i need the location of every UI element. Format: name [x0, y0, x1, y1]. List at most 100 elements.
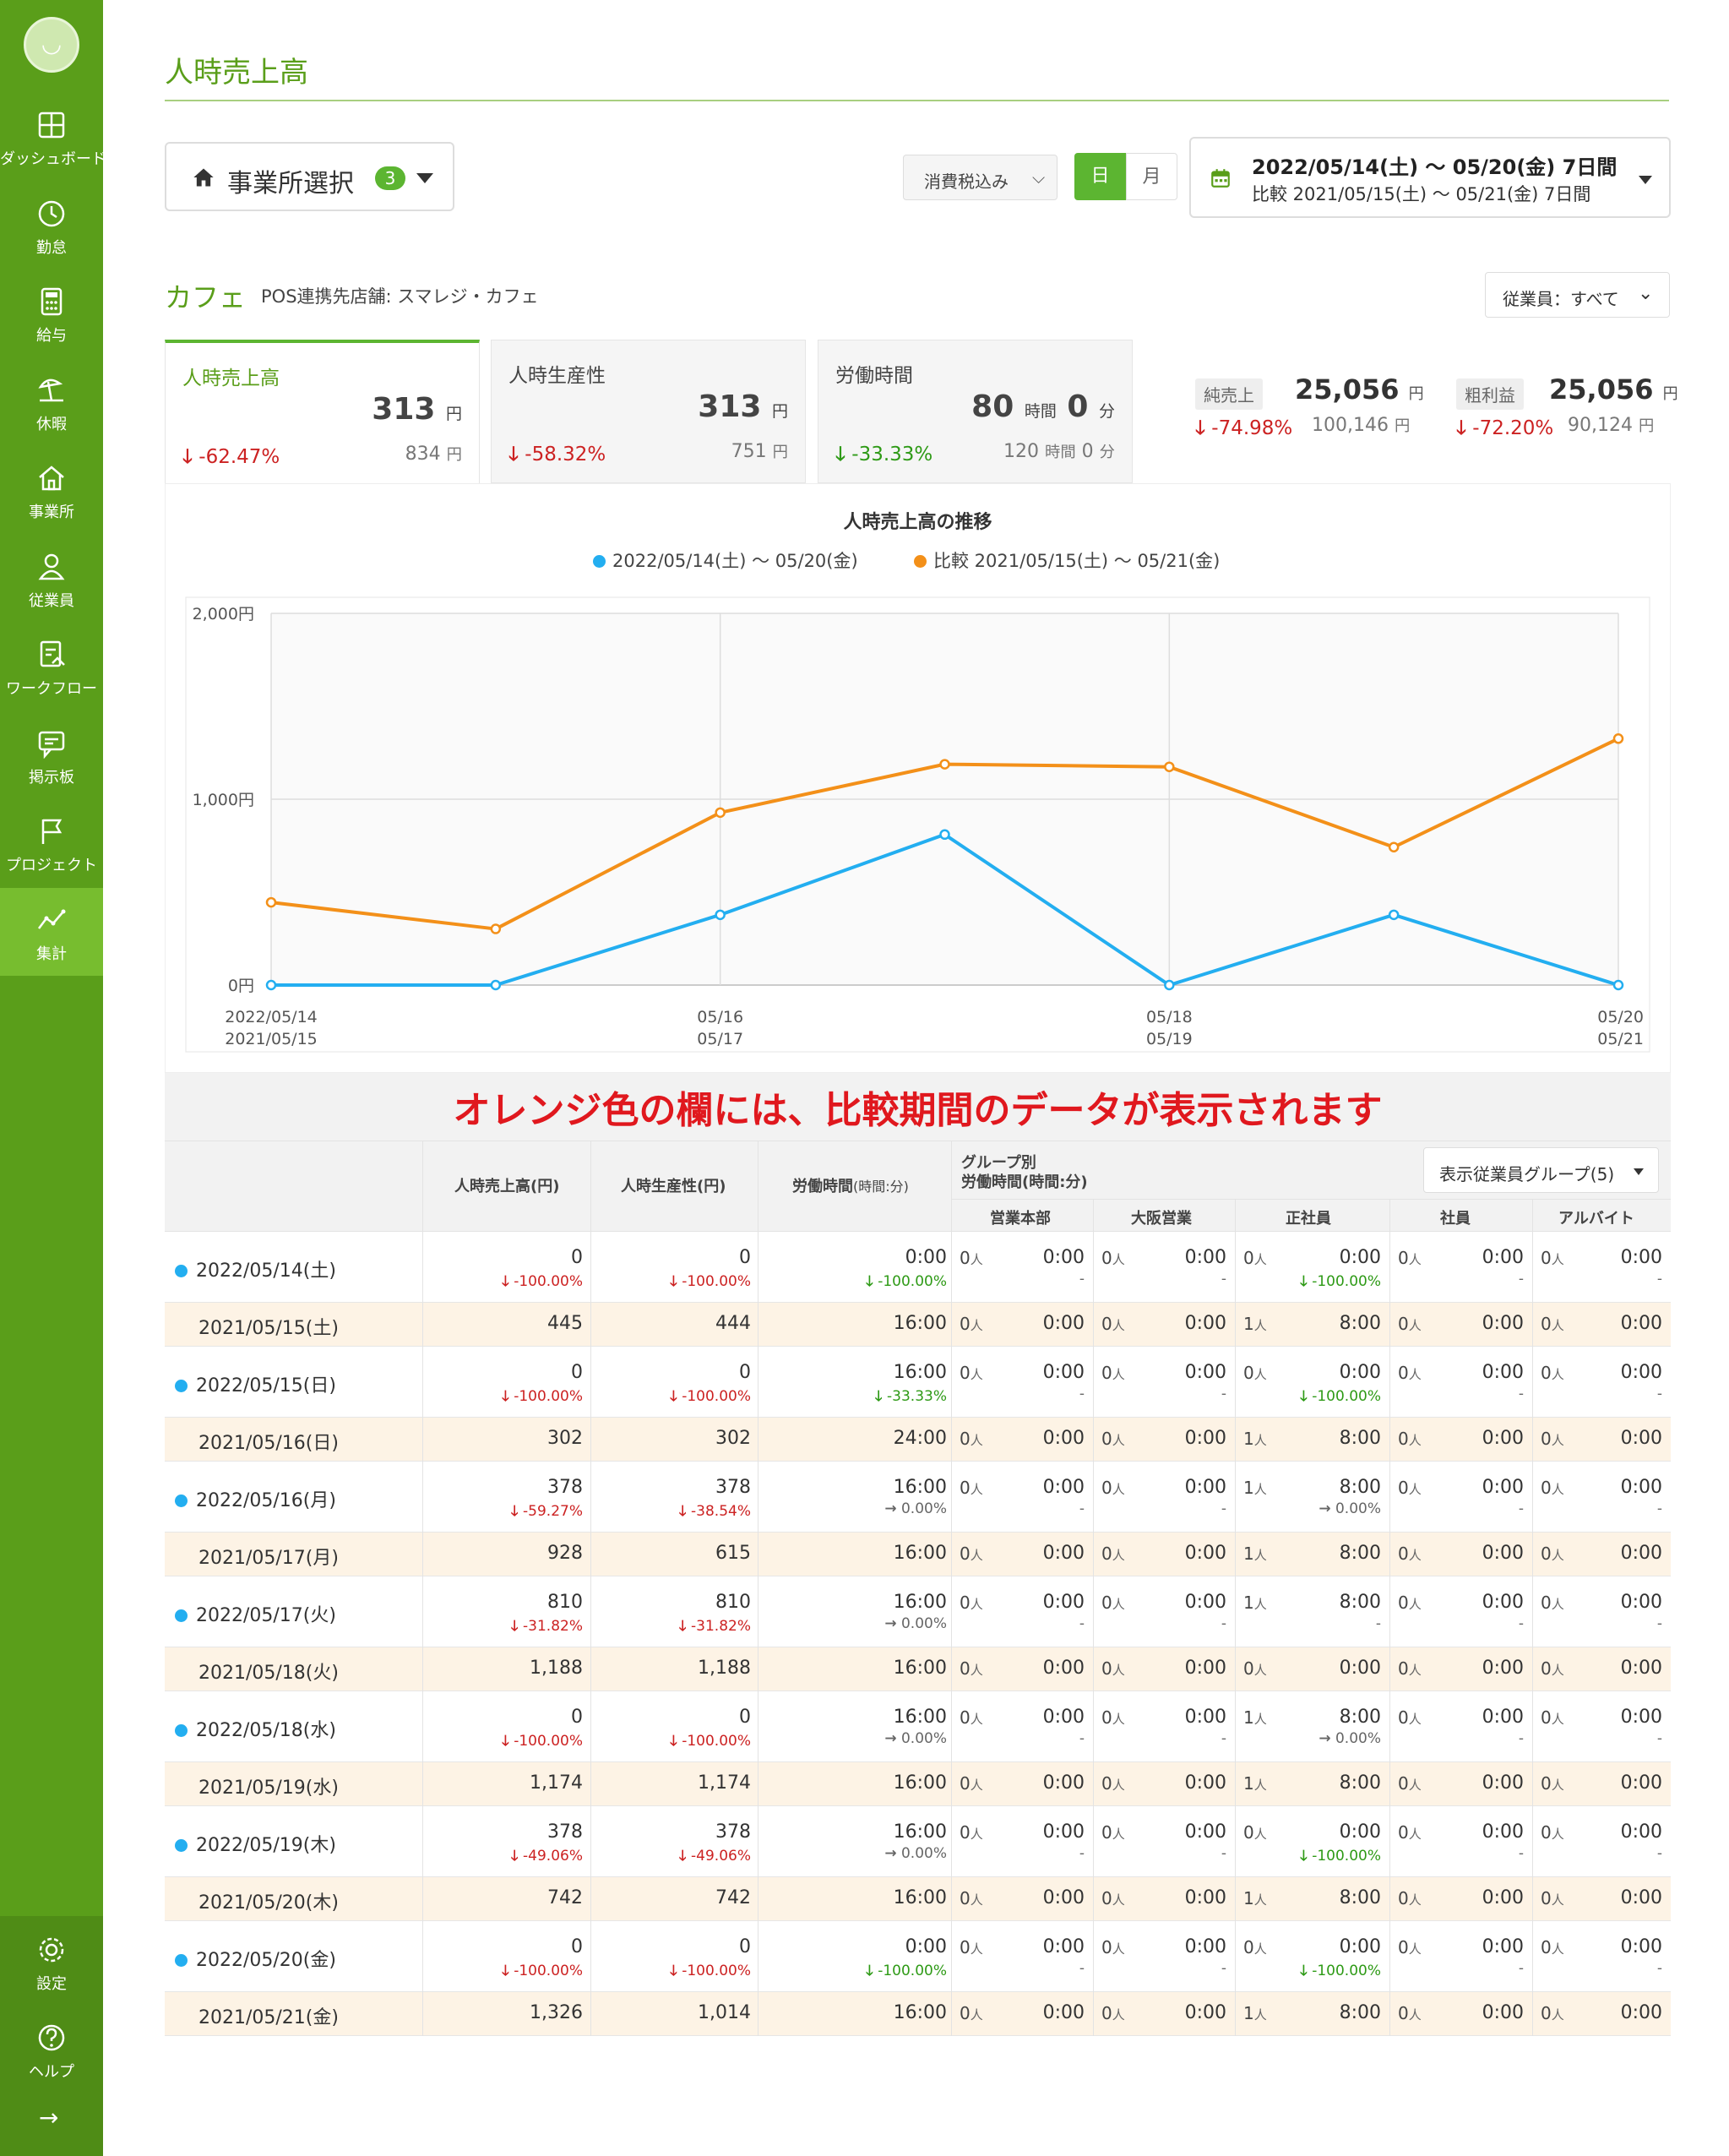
data-point[interactable]: [1612, 733, 1624, 744]
col-sales[interactable]: 人時売上高(円): [454, 1178, 560, 1195]
sidebar-item-0[interactable]: ダッシュボード: [0, 93, 106, 181]
group-headcount: 0人: [1398, 1773, 1422, 1794]
sidebar-item-6[interactable]: ワークフロー: [0, 623, 103, 710]
table-row: 2021/05/20(木) 742 742 16:00 0人 0:00 0人 0:00 1人 8:…: [165, 1877, 1671, 1921]
x-tick-label: 05/16: [697, 1008, 743, 1026]
sidebar-item-5[interactable]: 従業員: [0, 535, 103, 623]
group-hours: 0:00: [1482, 1477, 1524, 1498]
sidebar-bottom-item-0[interactable]: 設定: [0, 1918, 103, 2006]
notice-band: [165, 1073, 1671, 1141]
arrow-down-icon: 🡓: [182, 446, 193, 468]
cell-sales-change: 🡓 -100.00%: [501, 1963, 583, 1979]
group-headcount: 0人: [960, 1888, 983, 1908]
data-point[interactable]: [1612, 979, 1624, 991]
cell-sales: 1,174: [530, 1772, 583, 1794]
row-date: 2022/05/14(土): [175, 1255, 336, 1282]
group-hours-change: -: [1079, 1730, 1085, 1747]
group-headcount: 0人: [1398, 1248, 1422, 1268]
data-point[interactable]: [1164, 979, 1175, 991]
cell-sales: 742: [547, 1887, 583, 1908]
employee-filter-select[interactable]: 従業員：すべて ⌄: [1485, 272, 1670, 318]
kpi-compare: 100,146 円: [1312, 415, 1411, 436]
header-divider: [951, 1199, 1671, 1200]
sidebar-item-7[interactable]: 掲示板: [0, 711, 103, 799]
group-headcount: 0人: [960, 1773, 983, 1794]
arrow-down-icon: 🡓: [508, 444, 519, 466]
compare-range-text: 比較 2021/05/15(土) 〜 05/21(金) 7日間: [1252, 184, 1591, 204]
col-group-1: 大阪営業: [1131, 1210, 1192, 1228]
data-point[interactable]: [939, 759, 950, 770]
row-date: 2022/05/18(水): [175, 1715, 336, 1742]
data-point[interactable]: [490, 979, 502, 991]
sidebar-bottom-item-1[interactable]: ヘルプ: [0, 2006, 103, 2093]
data-point[interactable]: [939, 829, 950, 841]
date-range-picker[interactable]: 2022/05/14(土) 〜 05/20(金) 7日間 比較 2021/05/…: [1189, 137, 1671, 218]
kpi-value: 25,056 円: [1549, 373, 1678, 406]
cell-hours: 16:00: [893, 1658, 947, 1679]
tab-labor-hours[interactable]: 労働時間 80 時間 0 分 🡓 -33.33% 120 時間 0 分: [818, 340, 1133, 483]
group-hours: 0:00: [1620, 1772, 1662, 1794]
period-day-button[interactable]: 日: [1074, 153, 1126, 200]
col-productivity[interactable]: 人時生産性(円): [621, 1178, 726, 1195]
group-hours-change: -: [1221, 1271, 1226, 1288]
person-icon: [38, 553, 65, 580]
sidebar-item-4[interactable]: 事業所: [0, 446, 103, 534]
group-headcount: 0人: [1101, 1707, 1125, 1728]
cell-prod: 1,174: [698, 1772, 751, 1794]
workflow-icon: [40, 640, 65, 667]
kpi-net-sales: 純売上 25,056 円 🡓 -74.98% 100,146 円: [1195, 373, 1424, 458]
data-point[interactable]: [265, 979, 277, 991]
group-headcount: 0人: [1101, 1592, 1125, 1613]
data-point[interactable]: [1388, 841, 1400, 853]
group-hours-change: -: [1221, 1386, 1226, 1402]
title-divider: [165, 100, 1669, 101]
sidebar-item-2[interactable]: 給与: [0, 270, 103, 357]
store-name: カフェ: [165, 281, 247, 313]
group-hours: 0:00: [1184, 1428, 1226, 1449]
sidebar-item-8[interactable]: プロジェクト: [0, 799, 103, 887]
group-hours: 0:00: [1620, 1707, 1662, 1728]
tab-productivity[interactable]: 人時生産性 313 円 🡓 -58.32% 751 円: [491, 340, 806, 483]
metric-compare: 751 円: [731, 441, 788, 462]
group-headcount: 0人: [1101, 1822, 1125, 1843]
metric-change: 🡓 -62.47%: [182, 446, 280, 468]
group-hours: 0:00: [1620, 1362, 1662, 1383]
sidebar-item-9[interactable]: 集計: [0, 887, 103, 976]
nav-label: 事業所: [29, 504, 74, 521]
data-point[interactable]: [265, 896, 277, 908]
legend-current[interactable]: 2022/05/14(土) 〜 05/20(金): [593, 547, 858, 573]
data-point[interactable]: [1388, 909, 1400, 921]
sidebar-item-1[interactable]: 勤怠: [0, 182, 103, 270]
period-month-button[interactable]: 月: [1126, 153, 1177, 200]
collapse-sidebar-icon[interactable]: →: [39, 2104, 59, 2132]
current-period-dot: [175, 1724, 188, 1737]
group-headcount: 0人: [1101, 1248, 1125, 1268]
cell-hours: 16:00: [893, 1313, 947, 1334]
metric-change: 🡓 -58.32%: [508, 444, 606, 466]
shop-select-button[interactable]: 事業所選択 3: [165, 142, 454, 211]
data-point[interactable]: [715, 807, 726, 819]
legend-compare[interactable]: 比較 2021/05/15(土) 〜 05/21(金): [914, 547, 1220, 573]
group-headcount: 0人: [1541, 1592, 1564, 1613]
app-logo[interactable]: ◡: [24, 17, 79, 73]
cell-prod: 1,014: [698, 2002, 751, 2023]
data-point[interactable]: [490, 923, 502, 934]
group-hours-change: -: [1518, 1730, 1524, 1747]
group-hours: 0:00: [1620, 1428, 1662, 1449]
data-point[interactable]: [1164, 761, 1175, 772]
tax-select-value: 消費税込み: [924, 172, 1009, 192]
group-hours-change: -: [1079, 1960, 1085, 1977]
nav-label: ワークフロー: [6, 680, 97, 698]
group-hours-change: → 0.00%: [1318, 1730, 1381, 1747]
tax-select[interactable]: 消費税込み ⌵: [903, 155, 1058, 200]
data-point[interactable]: [715, 909, 726, 921]
group-hours: 0:00: [1482, 1658, 1524, 1679]
group-hours-change: -: [1518, 1845, 1524, 1862]
table-row: 2022/05/19(木) 378 🡓 -49.06% 378 🡓 -49.06% 16:…: [165, 1806, 1671, 1877]
cell-hours: 16:00: [893, 1592, 947, 1613]
metric-name: 人時生産性: [508, 365, 606, 387]
group-select-button[interactable]: 表示従業員グループ(5): [1423, 1147, 1659, 1193]
sidebar-item-3[interactable]: 休暇: [0, 358, 103, 446]
tab-sales-per-hour[interactable]: 人時売上高 313 円 🡓 -62.47% 834 円: [165, 340, 480, 483]
col-hours[interactable]: 労働時間(時間:分): [792, 1178, 909, 1195]
